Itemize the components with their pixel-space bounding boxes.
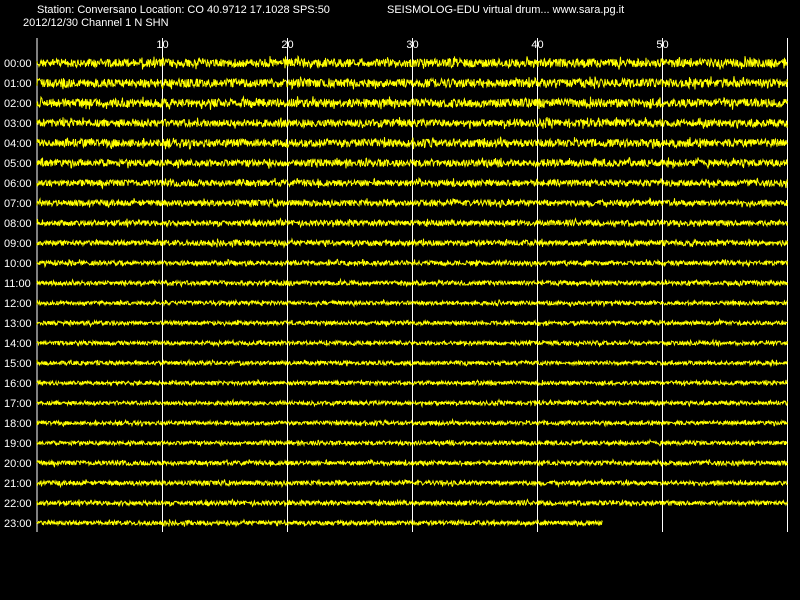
row-label-0400: 04:00 [4, 138, 32, 150]
trace-row-0900 [36, 237, 788, 249]
row-label-1300: 13:00 [4, 318, 32, 330]
trace-row-2300 [36, 518, 603, 528]
row-label-2300: 23:00 [4, 518, 32, 530]
trace-row-2100 [36, 478, 788, 489]
row-label-1100: 11:00 [4, 278, 31, 290]
row-labels: 00:00 01:00 02:00 03:00 04:00 05:00 06:00 07:00… [4, 58, 32, 530]
row-label-1400: 14:00 [4, 338, 32, 350]
row-label-1900: 19:00 [4, 438, 32, 450]
trace-row-1300 [36, 317, 788, 328]
row-label-2000: 20:00 [4, 458, 32, 470]
x-tick-label-40: 40 [531, 39, 543, 51]
x-tick-labels: 10 20 30 40 50 [156, 39, 668, 51]
trace-row-0800 [36, 217, 788, 229]
trace-row-1100 [36, 277, 788, 288]
row-label-0300: 03:00 [4, 118, 32, 130]
trace-row-1800 [36, 417, 788, 428]
row-label-1600: 16:00 [4, 378, 32, 390]
row-label-0100: 01:00 [4, 78, 32, 90]
row-label-1000: 10:00 [4, 258, 32, 270]
trace-row-1000 [36, 258, 788, 269]
trace-layer [36, 54, 788, 528]
trace-row-1700 [36, 398, 788, 409]
row-label-0700: 07:00 [4, 198, 32, 210]
row-label-0500: 05:00 [4, 158, 32, 170]
date-channel-label: 2012/12/30 Channel 1 N SHN [23, 17, 169, 29]
trace-row-1200 [36, 298, 788, 308]
trace-row-2200 [36, 498, 788, 508]
trace-row-0500 [36, 156, 788, 170]
row-label-0900: 09:00 [4, 238, 32, 250]
row-label-0200: 02:00 [4, 98, 32, 110]
row-label-0000: 00:00 [4, 58, 32, 70]
trace-row-0000 [36, 54, 788, 70]
x-tick-label-10: 10 [156, 39, 168, 51]
row-label-1200: 12:00 [4, 298, 32, 310]
row-label-1800: 18:00 [4, 418, 32, 430]
trace-row-0300 [36, 117, 788, 130]
x-tick-label-50: 50 [656, 39, 668, 51]
trace-row-0200 [36, 95, 788, 110]
row-label-1700: 17:00 [4, 398, 32, 410]
x-tick-label-20: 20 [281, 39, 293, 51]
trace-row-0400 [36, 136, 788, 150]
trace-row-0600 [36, 176, 788, 190]
app-title-label: SEISMOLOG-EDU virtual drum... www.sara.p… [387, 4, 625, 16]
x-tick-label-30: 30 [406, 39, 418, 51]
row-label-0600: 06:00 [4, 178, 32, 190]
trace-row-0700 [36, 197, 788, 209]
row-label-2200: 22:00 [4, 498, 32, 510]
trace-row-1400 [36, 338, 788, 348]
trace-row-1500 [36, 358, 788, 368]
row-label-0800: 08:00 [4, 218, 32, 230]
trace-row-1900 [36, 438, 788, 448]
station-info-label: Station: Conversano Location: CO 40.9712… [37, 4, 330, 16]
trace-row-2000 [36, 458, 788, 468]
trace-row-1600 [36, 378, 788, 387]
row-label-2100: 21:00 [4, 478, 32, 490]
row-label-1500: 15:00 [4, 358, 32, 370]
trace-row-0100 [36, 76, 788, 91]
